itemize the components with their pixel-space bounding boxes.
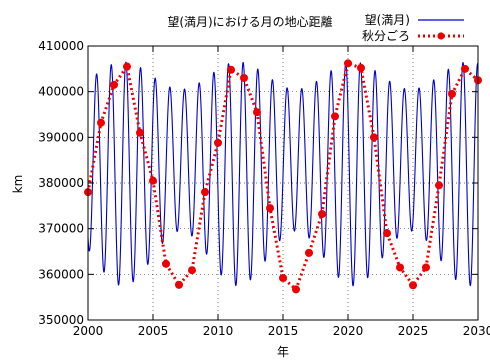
data-point-autumn-equinox [383, 229, 391, 238]
x-tick-label: 2025 [398, 324, 429, 338]
data-point-autumn-equinox [188, 266, 196, 275]
y-tick-label: 380000 [38, 176, 84, 190]
data-point-autumn-equinox [240, 73, 248, 82]
y-axis-label: km [11, 175, 25, 194]
axis-ticks: 2000 2005 2010 2015 2020 2025 2030 350000 360000… [38, 39, 490, 338]
grid [88, 46, 478, 320]
x-axis-label: 年 [277, 345, 289, 359]
y-tick-label: 370000 [38, 222, 84, 236]
data-point-autumn-equinox [123, 62, 131, 71]
series-full-moon [87, 61, 479, 287]
data-point-autumn-equinox [409, 281, 417, 290]
data-point-autumn-equinox [227, 65, 235, 74]
y-tick-label: 390000 [38, 130, 84, 144]
y-tick-label: 400000 [38, 85, 84, 99]
data-point-autumn-equinox [292, 285, 300, 294]
legend-label-full-moon: 望(満月) [365, 13, 410, 27]
data-point-autumn-equinox [279, 273, 287, 282]
data-point-autumn-equinox [435, 181, 443, 190]
data-point-autumn-equinox [201, 188, 209, 197]
x-tick-label: 2005 [138, 324, 169, 338]
x-tick-label: 2030 [463, 324, 490, 338]
data-point-autumn-equinox [253, 108, 261, 117]
chart-title: 望(満月)における月の地心距離 [167, 15, 332, 29]
data-point-autumn-equinox [97, 118, 105, 127]
y-tick-label: 350000 [38, 313, 84, 327]
data-point-autumn-equinox [266, 204, 274, 213]
x-tick-label: 2020 [333, 324, 364, 338]
data-point-autumn-equinox [318, 210, 326, 219]
data-point-autumn-equinox [110, 80, 118, 89]
x-tick-label: 2010 [203, 324, 234, 338]
data-point-autumn-equinox [214, 138, 222, 147]
legend-label-autumn-equinox: 秋分ごろ [362, 28, 410, 43]
x-tick-label: 2000 [73, 324, 104, 338]
data-point-autumn-equinox [149, 176, 157, 185]
data-point-autumn-equinox [136, 128, 144, 137]
legend-marker-autumn-equinox [437, 32, 445, 40]
data-point-autumn-equinox [331, 112, 339, 121]
data-point-autumn-equinox [370, 133, 378, 142]
data-point-autumn-equinox [357, 63, 365, 72]
data-point-autumn-equinox [344, 59, 352, 68]
data-point-autumn-equinox [448, 89, 456, 98]
data-point-autumn-equinox [305, 248, 313, 257]
x-tick-label: 2015 [268, 324, 299, 338]
y-tick-label: 360000 [38, 267, 84, 281]
data-point-autumn-equinox [162, 259, 170, 268]
data-point-autumn-equinox [422, 263, 430, 272]
data-point-autumn-equinox [461, 64, 469, 73]
data-point-autumn-equinox [175, 280, 183, 289]
data-point-autumn-equinox [396, 263, 404, 272]
series-line-full-moon [87, 61, 479, 287]
legend: 望(満月) 秋分ごろ [362, 13, 464, 43]
series-autumn-equinox [84, 59, 482, 294]
y-tick-label: 410000 [38, 39, 84, 53]
